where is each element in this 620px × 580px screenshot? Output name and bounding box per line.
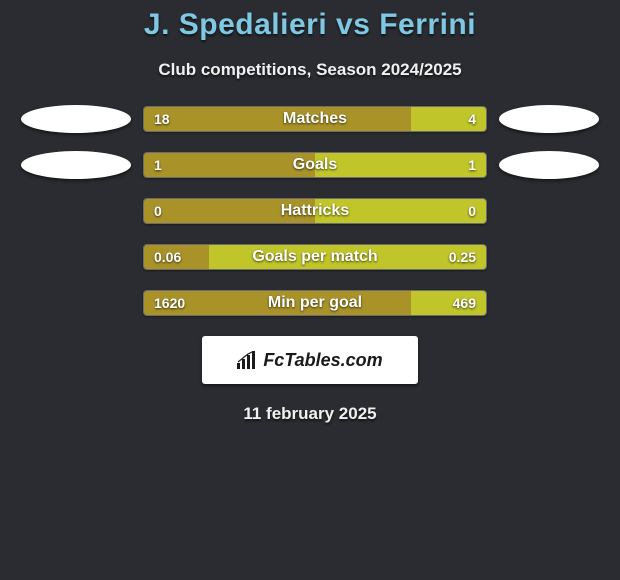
player-left-oval	[21, 105, 131, 133]
bar-right-fill	[209, 245, 486, 269]
comparison-row: 11Goals	[0, 152, 620, 178]
comparison-row: 00Hattricks	[0, 198, 620, 224]
comparison-rows: 184Matches 11Goals 00Hattricks 0.060.25Goal…	[0, 106, 620, 316]
subtitle: Club competitions, Season 2024/2025	[0, 60, 620, 80]
bar-left-fill	[144, 245, 209, 269]
logo: FcTables.com	[237, 350, 382, 371]
player-right-oval	[499, 105, 599, 133]
stat-bar: 184Matches	[143, 106, 487, 132]
date-text: 11 february 2025	[0, 404, 620, 424]
bar-right-fill	[315, 153, 486, 177]
bar-left-fill	[144, 107, 411, 131]
bar-left-fill	[144, 199, 315, 223]
bar-right-fill	[411, 107, 486, 131]
player-right-oval	[499, 151, 599, 179]
bar-left-fill	[144, 153, 315, 177]
stat-bar: 11Goals	[143, 152, 487, 178]
stat-bar: 00Hattricks	[143, 198, 487, 224]
comparison-row: 184Matches	[0, 106, 620, 132]
logo-text: FcTables.com	[263, 350, 382, 371]
bar-right-fill	[411, 291, 486, 315]
stat-bar: 0.060.25Goals per match	[143, 244, 487, 270]
bar-right-fill	[315, 199, 486, 223]
player-left-oval	[21, 151, 131, 179]
comparison-row: 1620469Min per goal	[0, 290, 620, 316]
logo-box[interactable]: FcTables.com	[202, 336, 418, 384]
page-title: J. Spedalieri vs Ferrini	[0, 0, 620, 42]
stat-bar: 1620469Min per goal	[143, 290, 487, 316]
bar-left-fill	[144, 291, 411, 315]
chart-icon	[237, 351, 259, 369]
comparison-row: 0.060.25Goals per match	[0, 244, 620, 270]
